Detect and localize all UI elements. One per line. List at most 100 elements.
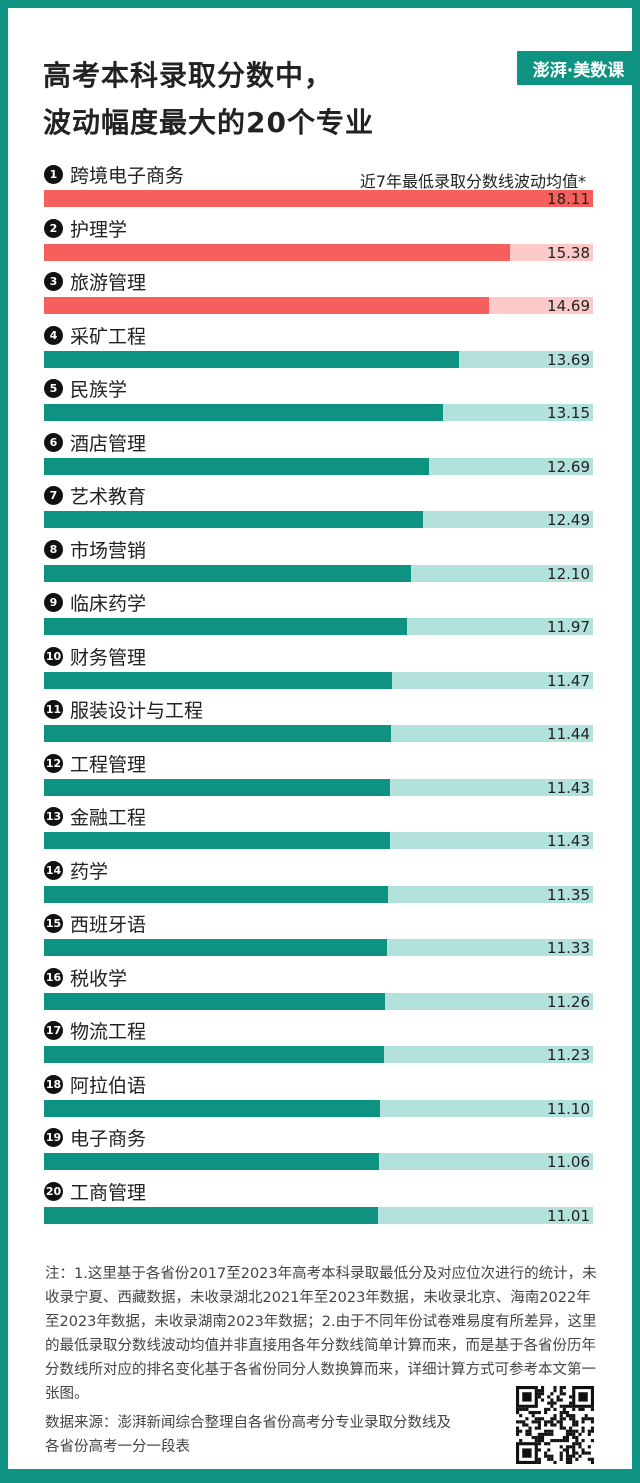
bar-track: 18.11 — [44, 190, 593, 208]
category-label: 16 税收学 — [44, 964, 127, 991]
rank-badge: 17 — [44, 1021, 63, 1040]
rank-badge: 18 — [44, 1074, 63, 1094]
value-label: 11.26 — [547, 992, 590, 1011]
category-name: 采矿工程 — [70, 325, 147, 348]
data-source: 数据来源：澎湃新闻综合整理自各省份高考分专业录取分数线及各省份高考一分一段表 — [45, 1415, 451, 1455]
bar-track: 11.06 — [44, 1153, 593, 1171]
bar-track: 12.10 — [44, 564, 593, 583]
bar — [44, 1206, 378, 1224]
category-label: 9 临床药学 — [44, 589, 146, 616]
category-label: 14 药学 — [44, 857, 108, 884]
value-label: 11.44 — [547, 725, 590, 743]
bar-track: 11.44 — [44, 725, 593, 743]
value-label: 11.23 — [547, 1046, 590, 1064]
bar-track: 11.43 — [44, 778, 593, 797]
bar — [44, 243, 511, 261]
bar — [44, 832, 391, 849]
bar-track: 13.69 — [44, 350, 593, 369]
category-label: 4 采矿工程 — [44, 322, 146, 349]
bar-track: 11.23 — [44, 1046, 593, 1064]
category-label: 13 金融工程 — [44, 803, 146, 830]
category-name: 金融工程 — [70, 807, 147, 829]
bar-track: 11.43 — [44, 832, 593, 850]
category-label: 8 市场营销 — [44, 536, 146, 563]
rank-badge: 19 — [44, 1128, 63, 1147]
category-name: 物流工程 — [70, 1021, 147, 1043]
rank-badge: 6 — [44, 432, 63, 452]
bar — [44, 618, 407, 635]
category-name: 临床药学 — [70, 593, 147, 615]
value-label: 13.69 — [547, 350, 590, 369]
rank-badge: 20 — [44, 1181, 63, 1201]
rank-badge: 10 — [44, 646, 63, 666]
category-label: 18 阿拉伯语 — [44, 1071, 146, 1098]
category-label: 5 民族学 — [44, 375, 127, 402]
bar — [44, 671, 392, 689]
category-name: 跨境电子商务 — [70, 165, 185, 187]
bar — [44, 511, 423, 528]
title-line-2: 波动幅度最大的20个专业 — [43, 106, 374, 139]
category-label: 11 服装设计与工程 — [44, 696, 203, 723]
category-name: 市场营销 — [70, 539, 147, 562]
rank-badge: 2 — [44, 218, 63, 238]
infographic-card: 高考本科录取分数中， 波动幅度最大的20个专业 澎湃·美数课 近7年最低录取分数… — [8, 8, 640, 1469]
rank-badge: 3 — [44, 272, 63, 291]
bar-track: 12.69 — [44, 457, 593, 476]
category-name: 艺术教育 — [70, 486, 147, 508]
category-name: 工程管理 — [70, 753, 147, 776]
value-label: 11.97 — [547, 618, 590, 636]
chart-title: 高考本科录取分数中， 波动幅度最大的20个专业 — [43, 52, 374, 146]
bar — [44, 992, 386, 1010]
rank-badge: 13 — [44, 807, 63, 826]
value-label: 11.33 — [547, 939, 590, 957]
value-label: 11.43 — [547, 832, 590, 850]
category-name: 服装设计与工程 — [70, 700, 204, 722]
category-name: 酒店管理 — [70, 432, 147, 455]
rank-badge: 8 — [44, 539, 63, 559]
rank-badge: 9 — [44, 593, 63, 612]
bar — [44, 457, 429, 475]
value-label: 18.11 — [547, 190, 590, 208]
value-label: 12.49 — [547, 511, 590, 529]
category-name: 财务管理 — [70, 646, 147, 669]
rank-badge: 11 — [44, 700, 63, 719]
category-name: 税收学 — [70, 967, 128, 990]
category-label: 10 财务管理 — [44, 643, 146, 670]
category-name: 护理学 — [70, 218, 128, 241]
bar — [44, 725, 391, 742]
category-label: 6 酒店管理 — [44, 429, 146, 456]
value-label: 11.10 — [547, 1099, 590, 1118]
rank-badge: 5 — [44, 379, 63, 398]
rank-badge: 16 — [44, 967, 63, 987]
bar — [44, 778, 391, 796]
category-name: 西班牙语 — [70, 914, 147, 936]
value-label: 13.15 — [547, 404, 590, 422]
rank-badge: 4 — [44, 325, 63, 345]
value-label: 14.69 — [547, 297, 590, 315]
bar — [44, 1046, 385, 1063]
category-label: 1 跨境电子商务 — [44, 161, 184, 188]
category-label: 12 工程管理 — [44, 750, 146, 777]
rank-badge: 7 — [44, 486, 63, 505]
logo: 澎湃·美数课 — [517, 51, 640, 85]
bar-track: 11.97 — [44, 618, 593, 636]
bar — [44, 1099, 381, 1117]
value-label: 12.10 — [547, 564, 590, 583]
bar — [44, 885, 389, 903]
bar-track: 11.26 — [44, 992, 593, 1011]
bar — [44, 1153, 380, 1170]
legend-label: 近7年最低录取分数线波动均值* — [359, 172, 586, 191]
bar-track: 13.15 — [44, 404, 593, 422]
category-label: 20 工商管理 — [44, 1178, 146, 1205]
bar-track: 14.69 — [44, 297, 593, 315]
bar — [44, 190, 593, 207]
category-name: 阿拉伯语 — [70, 1074, 147, 1097]
category-label: 19 电子商务 — [44, 1124, 146, 1151]
rank-badge: 1 — [44, 165, 63, 184]
bar-track: 11.35 — [44, 885, 593, 904]
bar — [44, 350, 459, 368]
title-line-1: 高考本科录取分数中， — [43, 59, 334, 92]
category-name: 民族学 — [70, 379, 128, 401]
bar — [44, 297, 490, 314]
rank-badge: 15 — [44, 914, 63, 933]
